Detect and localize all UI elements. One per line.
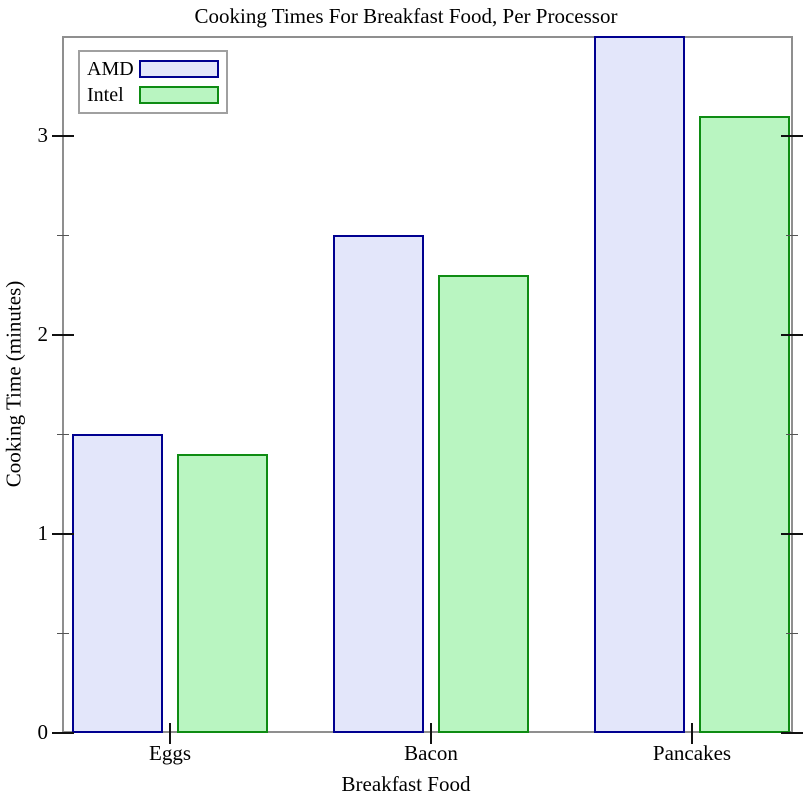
y-minor-tick-right — [786, 235, 798, 236]
legend-swatch-amd — [139, 59, 219, 78]
x-tick — [430, 723, 432, 744]
y-major-tick-right — [781, 334, 803, 336]
y-minor-tick-right — [786, 434, 798, 435]
bar-amd-bacon — [333, 235, 424, 733]
bar-intel-bacon — [438, 275, 529, 733]
bar-amd-eggs — [72, 434, 163, 733]
legend: AMD Intel — [78, 50, 228, 114]
y-minor-tick-left — [57, 633, 69, 634]
x-tick — [169, 723, 171, 744]
y-tick-label: 1 — [37, 521, 49, 545]
y-axis-label: Cooking Time (minutes) — [1, 280, 26, 488]
y-major-tick-left — [52, 533, 74, 535]
y-major-tick-right — [781, 533, 803, 535]
y-major-tick-right — [781, 732, 803, 734]
x-tick-label: Bacon — [404, 741, 458, 765]
x-tick-label: Pancakes — [652, 741, 732, 765]
chart-title: Cooking Times For Breakfast Food, Per Pr… — [194, 4, 618, 28]
legend-label-amd: AMD — [87, 57, 134, 80]
y-major-tick-left — [52, 732, 74, 734]
y-tick-label: 2 — [37, 322, 49, 346]
y-tick-label: 3 — [37, 123, 49, 147]
bar-intel-pancakes — [699, 116, 790, 733]
x-tick — [691, 723, 693, 744]
y-minor-tick-left — [57, 235, 69, 236]
legend-swatch-intel — [139, 86, 219, 105]
y-minor-tick-left — [57, 434, 69, 435]
bar-amd-pancakes — [594, 36, 685, 733]
y-major-tick-right — [781, 135, 803, 137]
y-major-tick-left — [52, 334, 74, 336]
legend-label-intel: Intel — [87, 84, 124, 107]
y-minor-tick-right — [786, 633, 798, 634]
x-axis-label: Breakfast Food — [341, 772, 471, 796]
y-major-tick-left — [52, 135, 74, 137]
bar-intel-eggs — [177, 454, 268, 733]
legend-entry-intel: Intel — [87, 83, 219, 107]
x-tick-label: Eggs — [149, 741, 191, 765]
y-tick-label: 0 — [37, 720, 49, 744]
legend-entry-amd: AMD — [87, 57, 219, 81]
